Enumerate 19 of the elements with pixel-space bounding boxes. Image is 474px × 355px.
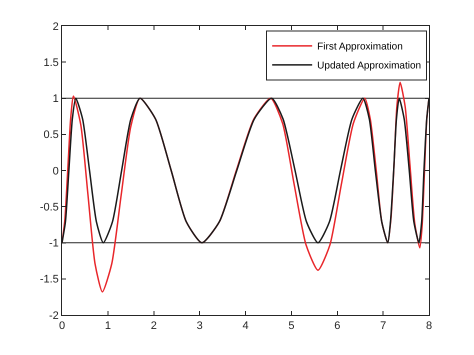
y-tick-label: 2: [52, 20, 59, 33]
legend-label: Updated Approximation: [317, 60, 422, 72]
x-tick-label: 1: [104, 320, 111, 332]
x-tick-label: 3: [196, 320, 203, 332]
y-tick-label: 0.5: [44, 129, 59, 142]
y-tick-label: -0.5: [40, 201, 59, 214]
x-tick-label: 5: [288, 320, 294, 332]
x-tick-label: 6: [334, 320, 340, 332]
legend-label: First Approximation: [317, 42, 403, 53]
x-tick-label: 7: [380, 320, 386, 332]
y-tick-label: -1.5: [40, 274, 59, 286]
x-tick-label: 2: [150, 320, 157, 332]
y-tick-label: -1: [49, 238, 59, 250]
y-tick-label: 1.5: [44, 56, 59, 69]
y-tick-label: 0: [52, 165, 59, 178]
y-tick-label: -2: [49, 310, 59, 322]
y-tick-label: 1: [52, 93, 59, 106]
x-tick-label: 4: [242, 320, 249, 332]
x-tick-label: 8: [426, 320, 432, 332]
